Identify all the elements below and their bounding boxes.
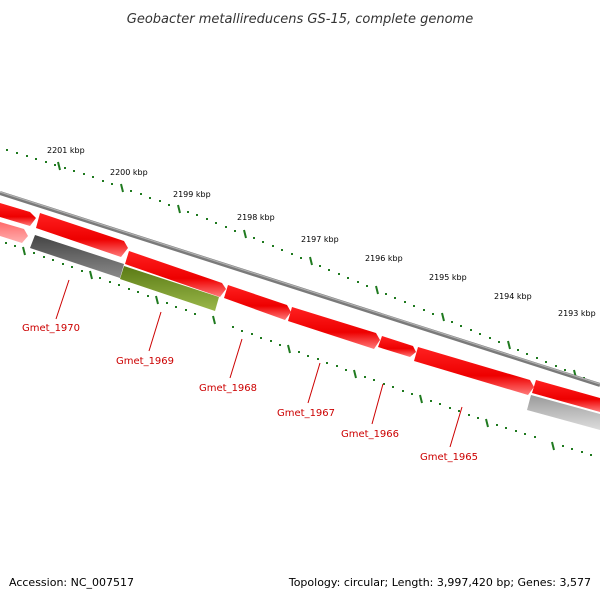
tick-label: 2200 kbp bbox=[110, 168, 148, 177]
gene-arrow-1965-a[interactable] bbox=[378, 336, 416, 357]
genome-summary-text: Topology: circular; Length: 3,997,420 bp… bbox=[288, 576, 591, 589]
reverse-strand bbox=[0, 222, 600, 430]
tick-label: 2195 kbp bbox=[429, 273, 467, 282]
gene-arrow-1965[interactable] bbox=[414, 347, 534, 395]
gene-label[interactable]: Gmet_1966 bbox=[341, 429, 399, 440]
genome-backbone-highlight bbox=[0, 191, 600, 385]
gene-arrow-right-edge[interactable] bbox=[532, 380, 600, 412]
accession-text: Accession: NC_007517 bbox=[9, 576, 134, 589]
tick-label: 2193 kbp bbox=[558, 309, 596, 318]
outer-major-ticks bbox=[57, 161, 577, 379]
genome-title: Geobacter metallireducens GS-15, complet… bbox=[127, 12, 473, 27]
gene-label[interactable]: Gmet_1965 bbox=[420, 452, 478, 463]
gene-arrow-left-edge[interactable] bbox=[0, 203, 36, 226]
tick-label: 2199 kbp bbox=[173, 190, 211, 199]
tick-label: 2201 kbp bbox=[47, 146, 85, 155]
gene-arrow-1966[interactable] bbox=[288, 307, 380, 349]
scale-labels: 2201 kbp 2200 kbp 2199 kbp 2198 kbp 2197… bbox=[47, 146, 596, 318]
gene-arrow-1970[interactable] bbox=[30, 235, 124, 278]
inner-major-ticks bbox=[22, 246, 555, 451]
gene-arrow-light-grey[interactable] bbox=[527, 395, 600, 430]
gene-arrow-1968[interactable] bbox=[125, 251, 226, 297]
tick-label: 2198 kbp bbox=[237, 213, 275, 222]
gene-arrow-1971[interactable] bbox=[36, 213, 128, 257]
gene-labels: Gmet_1970 Gmet_1969 Gmet_1968 Gmet_1967 … bbox=[22, 323, 478, 463]
gene-label[interactable]: Gmet_1970 bbox=[22, 323, 80, 334]
gene-arrow-pink-edge[interactable] bbox=[0, 222, 28, 243]
gene-label[interactable]: Gmet_1969 bbox=[116, 356, 174, 367]
gene-label[interactable]: Gmet_1968 bbox=[199, 383, 257, 394]
tick-label: 2197 kbp bbox=[301, 235, 339, 244]
gene-arrow-1969[interactable] bbox=[120, 266, 219, 311]
gene-leader-lines bbox=[55, 279, 463, 448]
gene-label[interactable]: Gmet_1967 bbox=[277, 408, 335, 419]
inner-scale-track bbox=[5, 242, 592, 456]
genome-backbone bbox=[0, 191, 600, 387]
gene-arrow-1967[interactable] bbox=[224, 285, 291, 320]
outer-scale-track bbox=[6, 149, 594, 383]
forward-strand bbox=[0, 203, 600, 412]
tick-label: 2196 kbp bbox=[365, 254, 403, 263]
tick-label: 2194 kbp bbox=[494, 292, 532, 301]
